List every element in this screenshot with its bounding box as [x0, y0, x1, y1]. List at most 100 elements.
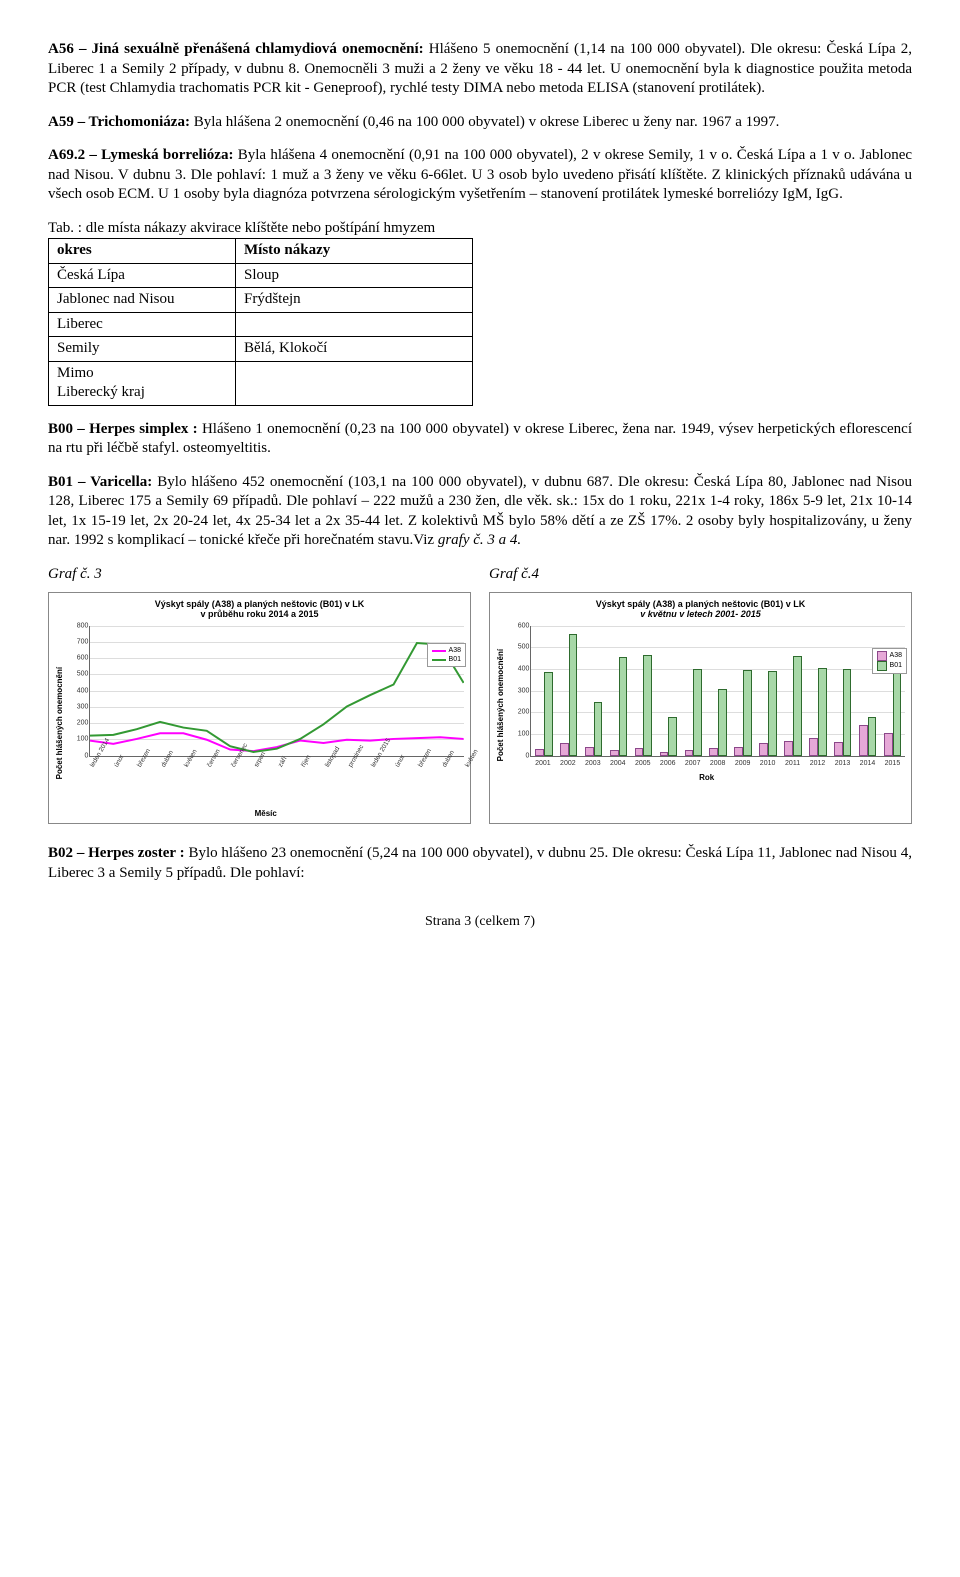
- chart-xtick: 2005: [630, 759, 655, 771]
- para-a56: A56 – Jiná sexuálně přenášená chlamydiov…: [48, 40, 912, 99]
- chart-bar: [635, 748, 644, 756]
- chart-bar: [560, 743, 569, 756]
- chart-bar: [743, 670, 752, 756]
- chart-ytick: 500: [68, 670, 88, 679]
- chart-bar: [759, 743, 768, 756]
- chart-xtick: červen: [206, 765, 213, 769]
- chart-xtick: březen: [417, 765, 424, 769]
- chart-bar: [594, 702, 603, 756]
- table-row: Česká LípaSloup: [49, 263, 473, 288]
- charts-row: Výskyt spály (A38) a planých neštovic (B…: [48, 592, 912, 824]
- chart-bar: [734, 747, 743, 756]
- chart-labels-row: Graf č. 3 Graf č.4: [48, 565, 912, 585]
- chart4-box: Výskyt spály (A38) a planých neštovic (B…: [489, 592, 912, 824]
- chart-bar: [643, 655, 652, 756]
- chart-line: [90, 643, 464, 752]
- table-header-cell: okres: [49, 239, 236, 264]
- chart-xtick: duben: [441, 765, 448, 769]
- legend-item: A38: [432, 646, 461, 655]
- chart-plot: 0100200300400500600: [530, 626, 905, 757]
- table-row: Liberec: [49, 312, 473, 337]
- para-a59: A59 – Trichomoniáza: Byla hlášena 2 onem…: [48, 113, 912, 133]
- chart-plot: 0100200300400500600700800: [89, 626, 464, 757]
- chart-bar: [793, 656, 802, 756]
- chart-ytick: 100: [68, 735, 88, 744]
- para-b02: B02 – Herpes zoster : Bylo hlášeno 23 on…: [48, 844, 912, 883]
- chart-bar: [660, 752, 669, 756]
- chart-legend: A38B01: [872, 648, 907, 674]
- chart-ytick: 600: [509, 621, 529, 630]
- table-header-cell: Místo nákazy: [236, 239, 473, 264]
- chart-xlabel: Rok: [508, 773, 905, 783]
- chart-ytick: 0: [509, 751, 529, 760]
- chart-xtick: leden 2015: [370, 765, 377, 769]
- para-a692: A69.2 – Lymeská borrelióza: Byla hlášena…: [48, 146, 912, 205]
- chart-ytick: 200: [509, 708, 529, 717]
- chart-ytick: 100: [509, 729, 529, 738]
- chart-ytick: 400: [509, 664, 529, 673]
- a56-title: A56 – Jiná sexuálně přenášená chlamydiov…: [48, 41, 424, 57]
- chart-xtick: 2013: [830, 759, 855, 771]
- chart-bar: [569, 634, 578, 755]
- chart-xtick: 2001: [530, 759, 555, 771]
- okres-table: okresMísto nákazyČeská LípaSloupJablonec…: [48, 238, 473, 406]
- chart-bar: [818, 668, 827, 756]
- chart-xtick: 2014: [855, 759, 880, 771]
- chart-xtick: 2012: [805, 759, 830, 771]
- legend-item: A38: [877, 651, 902, 661]
- table-row: Jablonec nad NisouFrýdštejn: [49, 288, 473, 313]
- chart-xtick: 2007: [680, 759, 705, 771]
- chart-bar: [693, 669, 702, 756]
- chart-ytick: 800: [68, 621, 88, 630]
- chart-bar: [709, 748, 718, 756]
- b01-title: B01 – Varicella:: [48, 474, 152, 490]
- table-caption: Tab. : dle místa nákazy akvirace klíštět…: [48, 219, 912, 239]
- table-row: SemilyBělá, Klokočí: [49, 337, 473, 362]
- chart-ytick: 300: [68, 702, 88, 711]
- chart3-box: Výskyt spály (A38) a planých neštovic (B…: [48, 592, 471, 824]
- b01-ref: grafy č. 3 a 4.: [438, 532, 521, 548]
- chart-title: Výskyt spály (A38) a planých neštovic (B…: [55, 599, 464, 620]
- b00-title: B00 – Herpes simplex :: [48, 421, 198, 437]
- chart-bar: [859, 725, 868, 755]
- table-cell: Sloup: [236, 263, 473, 288]
- table-cell: Jablonec nad Nisou: [49, 288, 236, 313]
- chart-xtick: říjen: [300, 765, 307, 769]
- chart-xtick: listopad: [324, 765, 331, 769]
- chart-xtick: 2008: [705, 759, 730, 771]
- graf4-label: Graf č.4: [489, 565, 912, 585]
- chart-xtick: 2015: [880, 759, 905, 771]
- chart-ytick: 300: [509, 686, 529, 695]
- chart-ytick: 500: [509, 643, 529, 652]
- chart-bar: [868, 717, 877, 756]
- para-b00: B00 – Herpes simplex : Hlášeno 1 onemocn…: [48, 420, 912, 459]
- chart-xtick: 2004: [605, 759, 630, 771]
- chart-xtick: prosinec: [347, 765, 354, 769]
- chart-ytick: 200: [68, 719, 88, 728]
- chart-bar: [884, 733, 893, 756]
- a59-body: Byla hlášena 2 onemocnění (0,46 na 100 0…: [190, 114, 779, 130]
- chart-xtick: únor: [394, 765, 401, 769]
- chart-legend: A38B01: [427, 643, 466, 667]
- b02-title: B02 – Herpes zoster :: [48, 845, 185, 861]
- table-cell: [236, 312, 473, 337]
- chart-xtick: 2011: [780, 759, 805, 771]
- chart-ylabel: Počet hlášených onemocnění: [496, 626, 506, 783]
- chart-xtick: 2010: [755, 759, 780, 771]
- chart-xtick: květen: [464, 765, 471, 769]
- chart-ytick: 400: [68, 686, 88, 695]
- chart-xtick: duben: [160, 765, 167, 769]
- chart-xtick: květen: [183, 765, 190, 769]
- chart-xtick: únor: [113, 765, 120, 769]
- chart-ytick: 600: [68, 654, 88, 663]
- chart-xtick: 2006: [655, 759, 680, 771]
- chart-bar: [784, 741, 793, 756]
- chart-bar: [843, 669, 852, 756]
- graf3-label: Graf č. 3: [48, 565, 471, 585]
- chart-xtick: červenec: [230, 765, 237, 769]
- chart-bar: [809, 738, 818, 755]
- chart-bar: [834, 742, 843, 756]
- chart-bar: [768, 671, 777, 756]
- table-cell: Bělá, Klokočí: [236, 337, 473, 362]
- chart-bar: [610, 750, 619, 755]
